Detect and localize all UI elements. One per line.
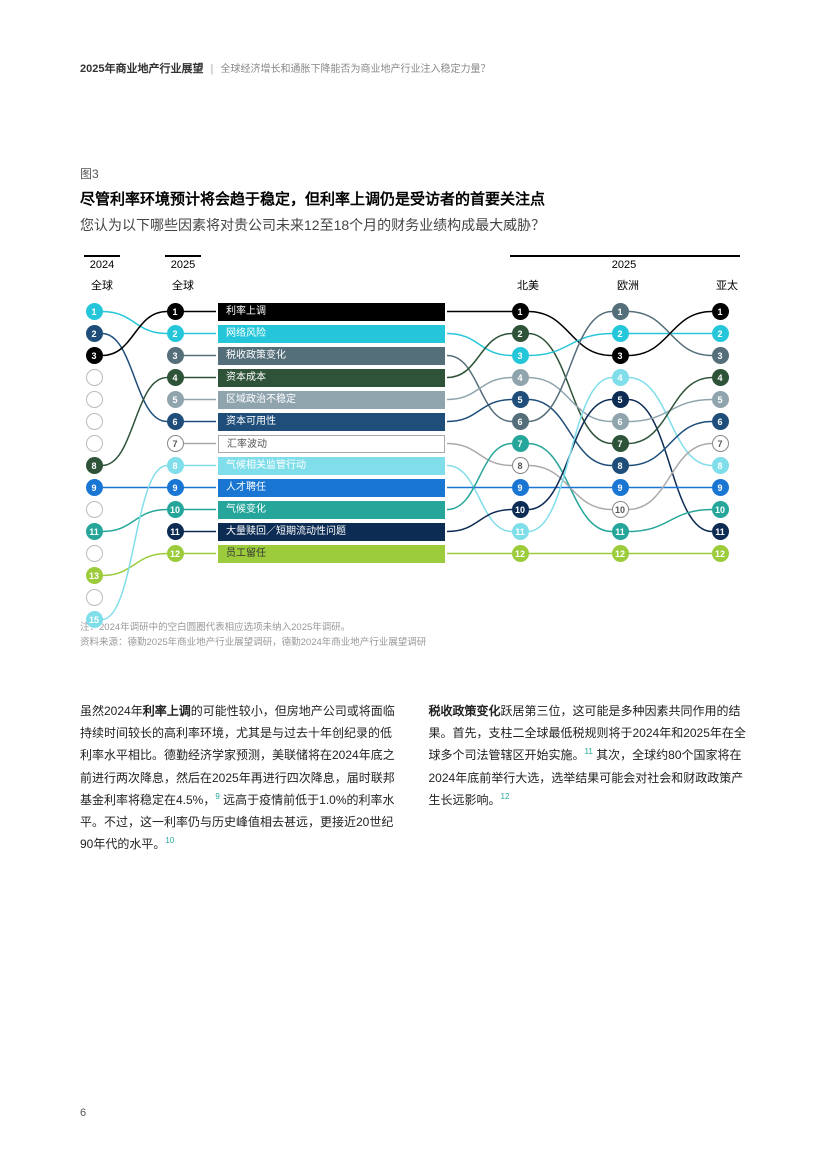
page-number: 6 [80,1107,86,1119]
rank-circle: 8 [612,457,629,474]
rank-circle: 2 [512,325,529,342]
rank-circle: 7 [512,435,529,452]
rank-circle: 3 [512,347,529,364]
rank-circle: 1 [167,303,184,320]
rank-circle: 1 [86,303,103,320]
rank-circle: 6 [612,413,629,430]
rank-circle [86,391,103,408]
rank-circle: 4 [712,369,729,386]
rank-circle: 2 [86,325,103,342]
rank-circle: 9 [86,479,103,496]
rank-circle: 3 [86,347,103,364]
rank-circle: 8 [86,457,103,474]
rank-label: 人才聘任 [218,479,445,497]
rank-circle: 3 [612,347,629,364]
body-left-post: 的可能性较小，但房地产公司或将面临持续时间较长的高利率环境，尤其是与过去十年创纪… [80,704,395,807]
rank-circle [86,501,103,518]
page-header: 2025年商业地产行业展望 | 全球经济增长和通胀下降能否为商业地产行业注入稳定… [80,60,490,76]
rank-circle: 8 [167,457,184,474]
body-text: 虽然2024年利率上调的可能性较小，但房地产公司或将面临持续时间较长的高利率环境… [80,700,747,855]
rank-circle: 6 [712,413,729,430]
rank-label: 气候相关监管行动 [218,457,445,475]
rank-circle: 11 [712,523,729,540]
rank-circle: 11 [86,523,103,540]
rank-circle: 8 [512,457,529,474]
rank-circle [86,435,103,452]
body-right-sup2: 12 [501,792,510,801]
rank-circle: 2 [167,325,184,342]
body-left-bold: 利率上调 [143,704,191,718]
rank-circle: 2 [612,325,629,342]
rank-circle: 10 [512,501,529,518]
rank-label: 区域政治不稳定 [218,391,445,409]
rank-label: 资本可用性 [218,413,445,431]
rank-circle: 12 [512,545,529,562]
body-left-pre: 虽然2024年 [80,704,143,718]
rank-circle: 8 [712,457,729,474]
rank-circle: 7 [167,435,184,452]
rank-circle: 3 [712,347,729,364]
rank-circle: 9 [512,479,529,496]
rank-circle: 10 [167,501,184,518]
figure-label: 图3 [80,165,747,182]
rank-label: 网络风险 [218,325,445,343]
rank-label: 大量赎回／短期流动性问题 [218,523,445,541]
rank-circle: 4 [512,369,529,386]
body-col-left: 虽然2024年利率上调的可能性较小，但房地产公司或将面临持续时间较长的高利率环境… [80,700,399,855]
rank-circle: 15 [86,611,103,628]
rank-circle: 7 [712,435,729,452]
rank-label: 气候变化 [218,501,445,519]
body-right-sup1: 11 [585,747,593,756]
rank-circle: 13 [86,567,103,584]
rank-circle: 9 [167,479,184,496]
rank-circle: 3 [167,347,184,364]
rank-circle: 1 [512,303,529,320]
rank-circle: 11 [167,523,184,540]
header-sep: | [207,63,216,75]
rank-label: 资本成本 [218,369,445,387]
rank-circle: 12 [712,545,729,562]
rank-circle: 6 [512,413,529,430]
rank-circle: 2 [712,325,729,342]
rank-circle: 9 [712,479,729,496]
rank-circle: 11 [612,523,629,540]
rank-circle: 4 [167,369,184,386]
rank-circle: 5 [167,391,184,408]
rank-circle: 11 [512,523,529,540]
rank-label: 汇率波动 [218,435,445,453]
rank-circle: 12 [612,545,629,562]
rank-circle: 5 [512,391,529,408]
rank-circle [86,369,103,386]
rank-circle: 10 [712,501,729,518]
ranking-chart: 202420252025全球全球北美欧洲亚太利率上调网络风险税收政策变化资本成本… [80,255,747,655]
figure-title: 尽管利率环境预计将会趋于稳定，但利率上调仍是受访者的首要关注点 [80,188,747,209]
body-col-right: 税收政策变化跃居第三位，这可能是多种因素共同作用的结果。首先，支柱二全球最低税规… [429,700,748,855]
rank-circle: 4 [612,369,629,386]
rank-label: 员工留任 [218,545,445,563]
rank-circle: 9 [612,479,629,496]
figure-question: 您认为以下哪些因素将对贵公司未来12至18个月的财务业绩构成最大威胁？ [80,215,747,235]
body-left-sup2: 10 [165,836,174,845]
figure-block: 图3 尽管利率环境预计将会趋于稳定，但利率上调仍是受访者的首要关注点 您认为以下… [80,165,747,655]
rank-circle: 5 [612,391,629,408]
rank-circle: 5 [712,391,729,408]
rank-circle [86,589,103,606]
header-title: 2025年商业地产行业展望 [80,63,203,75]
rank-circle: 1 [712,303,729,320]
rank-circle: 12 [167,545,184,562]
rank-label: 利率上调 [218,303,445,321]
rank-circle: 1 [612,303,629,320]
rank-circle [86,413,103,430]
rank-circle: 6 [167,413,184,430]
rank-circle: 7 [612,435,629,452]
rank-circle [86,545,103,562]
body-right-bold: 税收政策变化 [429,704,501,718]
rank-label: 税收政策变化 [218,347,445,365]
rank-circle: 10 [612,501,629,518]
header-subtitle: 全球经济增长和通胀下降能否为商业地产行业注入稳定力量？ [220,64,490,75]
